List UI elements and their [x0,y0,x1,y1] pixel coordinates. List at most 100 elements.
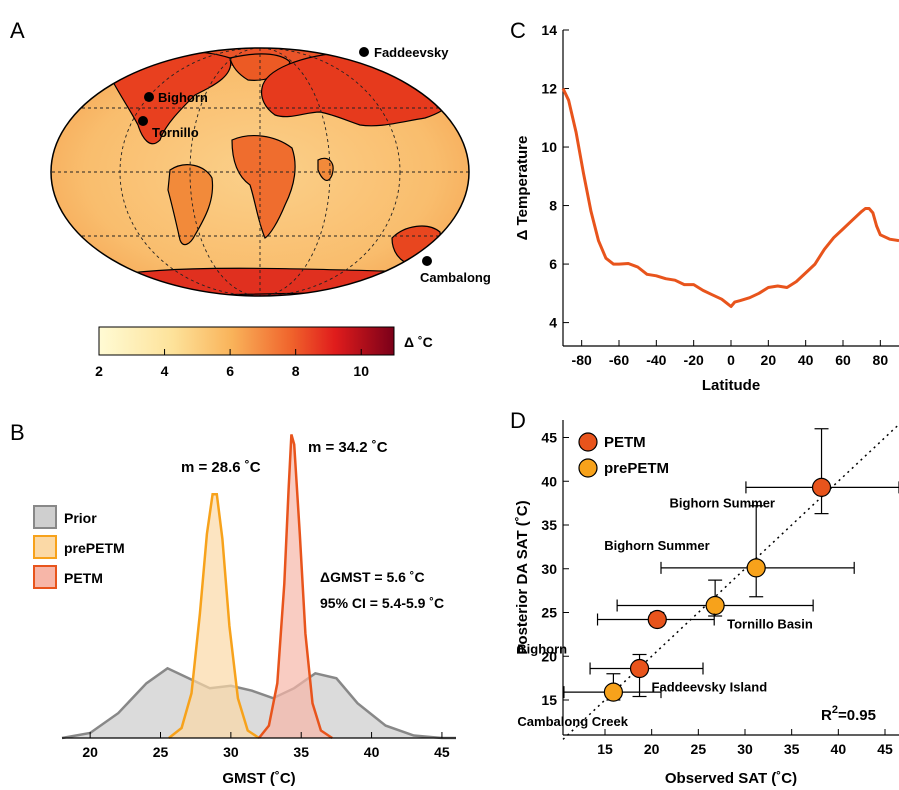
site-label-cambalong: Cambalong [420,270,491,285]
x-tick-label: 20 [644,741,660,757]
legend-swatch-prepetm [33,535,57,559]
y-tick-label: 30 [541,561,557,577]
y-tick-label: 35 [541,517,557,533]
y-axis-label: Posterior DA SAT (˚C) [514,500,531,654]
y-tick-label: 45 [541,430,557,446]
panel-label-b: B [10,420,25,445]
x-tick-label: 20 [761,352,777,368]
point-label: Cambalong Creek [517,714,628,729]
scatter-point [629,658,650,679]
continent-india [317,157,334,182]
x-tick-label: 15 [597,741,613,757]
site-label-faddeevsky: Faddeevsky [374,45,449,60]
point-label: Faddeevsky Island [652,680,768,695]
x-tick-label: 20 [82,744,98,760]
density-area-prepetm [168,494,259,738]
legend-marker [578,432,598,452]
x-tick-label: 40 [798,352,814,368]
scatter-point [746,558,766,578]
colorbar-gradient [98,326,395,356]
x-axis-label: Observed SAT (˚C) [665,770,797,787]
x-tick-label: 30 [223,744,239,760]
scatter-point [705,595,725,616]
density-line-petm [258,434,333,740]
map-sites: Faddeevsky Bighorn Tornillo Cambalong [138,45,491,285]
x-axis-label: Latitude [702,377,760,394]
x-tick-label: 60 [835,352,851,368]
site-marker-tornillo [138,116,148,126]
x-tick-label: 40 [831,741,847,757]
x-tick-label: -80 [572,352,592,368]
legend-marker [578,458,598,478]
x-tick-label: 25 [153,744,169,760]
x-tick-label: 40 [364,744,380,760]
y-tick-label: 15 [541,692,557,708]
continent-africa [231,135,296,239]
y-tick-label: 4 [549,315,557,331]
map-frame [50,47,470,297]
panel-label-c: C [510,18,526,43]
colorbar-tick-label: 6 [226,363,234,379]
scatter-point [603,682,624,702]
x-tick-label: 35 [784,741,800,757]
site-marker-faddeevsky [359,47,369,57]
prepetm-mean-annotation: m = 28.6 ˚C [181,459,261,476]
x-tick-label: 25 [691,741,707,757]
x-tick-label: -60 [609,352,629,368]
colorbar: 2 4 6 8 10 Δ ˚C [95,326,433,379]
x-tick-label: -20 [684,352,704,368]
colorbar-tick-label: 10 [353,363,369,379]
colorbar-tick-label: 4 [161,363,169,379]
r-squared-label: R2=0.95 [821,704,876,724]
legend-swatch-prior [33,505,57,529]
temperature-line [561,87,899,308]
density-area-prior [62,668,456,738]
legend-swatch-petm [33,565,57,589]
colorbar-label: Δ ˚C [404,334,433,350]
map-graticule [51,48,469,296]
x-tick-label: 45 [877,741,893,757]
y-tick-label: 14 [541,22,557,38]
density-line-prepetm [168,492,260,740]
density-line-prior [61,666,456,740]
r-squared-exp: 2 [832,704,838,716]
continent-south-america [167,164,214,246]
x-tick-label: 80 [873,352,889,368]
y-axis-label: Δ Temperature [514,136,531,241]
colorbar-tick-label: 2 [95,363,103,379]
legend-label-petm: PETM [64,570,103,586]
site-marker-cambalong [422,256,432,266]
x-tick-label: 30 [737,741,753,757]
y-tick-label: 8 [549,198,557,214]
y-tick-label: 25 [541,605,557,621]
point-label: Bighorn Summer [670,495,775,510]
x-axis-label: GMST (˚C) [222,770,295,787]
r-squared-value: =0.95 [838,707,876,724]
y-tick-label: 40 [541,473,557,489]
delta-gmst-annotation: ΔGMST = 5.6 ˚C [320,569,425,585]
validation-scatter-plot: 15 20 25 30 35 40 45 15 20 25 30 35 40 45 Bighorn Summ… [514,420,899,787]
latitude-profile-plot: 4 6 8 10 12 14 -80 -60 -40 -20 0 20 40 60 80 Latitude Δ … [514,22,899,394]
scatter-point [647,609,667,630]
world-map [51,48,469,296]
point-label: Bighorn Summer [604,538,709,553]
density-area-petm [259,434,333,738]
y-tick-label: 20 [541,648,557,664]
ci-annotation: 95% CI = 5.4-5.9 ˚C [320,595,444,611]
legend-label-prior: Prior [64,510,97,526]
y-tick-label: 12 [541,81,557,97]
legend-label-prepetm: prePETM [64,540,125,556]
x-tick-label: 35 [293,744,309,760]
x-tick-label: 0 [727,352,735,368]
x-tick-label: -40 [646,352,666,368]
colorbar-tick-label: 8 [292,363,300,379]
site-label-bighorn: Bighorn [158,90,208,105]
petm-mean-annotation: m = 34.2 ˚C [308,439,388,456]
site-label-tornillo: Tornillo [152,125,199,140]
legend-label: PETM [604,434,646,451]
point-label: Bighorn [517,642,567,657]
point-label: Tornillo Basin [727,617,813,632]
site-marker-bighorn [144,92,154,102]
x-tick-label: 45 [434,744,450,760]
